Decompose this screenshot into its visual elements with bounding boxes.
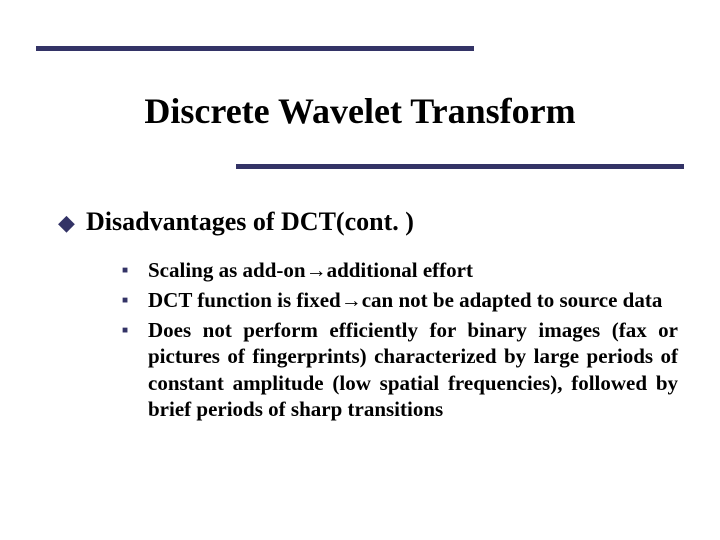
lvl2-list: ■Scaling as add-on→additional effort■DCT… — [122, 257, 678, 423]
arrow-right-icon: → — [306, 258, 327, 282]
slide-title: Discrete Wavelet Transform — [0, 90, 720, 132]
bullet-lvl2: ■Scaling as add-on→additional effort — [122, 257, 678, 283]
diamond-bullet-icon: ◆ — [58, 206, 86, 236]
lvl2-text: DCT function is fixed→can not be adapted… — [148, 287, 678, 313]
sub-rule — [236, 164, 684, 169]
arrow-right-icon: → — [341, 288, 362, 312]
bullet-lvl1: ◆ Disadvantages of DCT(cont. ) — [58, 206, 678, 239]
square-bullet-icon: ■ — [122, 317, 148, 336]
content-area: ◆ Disadvantages of DCT(cont. ) ■Scaling … — [58, 206, 678, 426]
square-bullet-icon: ■ — [122, 257, 148, 276]
bullet-lvl2: ■DCT function is fixed→can not be adapte… — [122, 287, 678, 313]
bullet-lvl2: ■Does not perform efficiently for binary… — [122, 317, 678, 422]
lvl1-text: Disadvantages of DCT(cont. ) — [86, 206, 414, 239]
lvl2-text: Scaling as add-on→additional effort — [148, 257, 678, 283]
lvl2-text: Does not perform efficiently for binary … — [148, 317, 678, 422]
slide: Discrete Wavelet Transform ◆ Disadvantag… — [0, 0, 720, 540]
square-bullet-icon: ■ — [122, 287, 148, 306]
top-rule — [36, 46, 474, 51]
